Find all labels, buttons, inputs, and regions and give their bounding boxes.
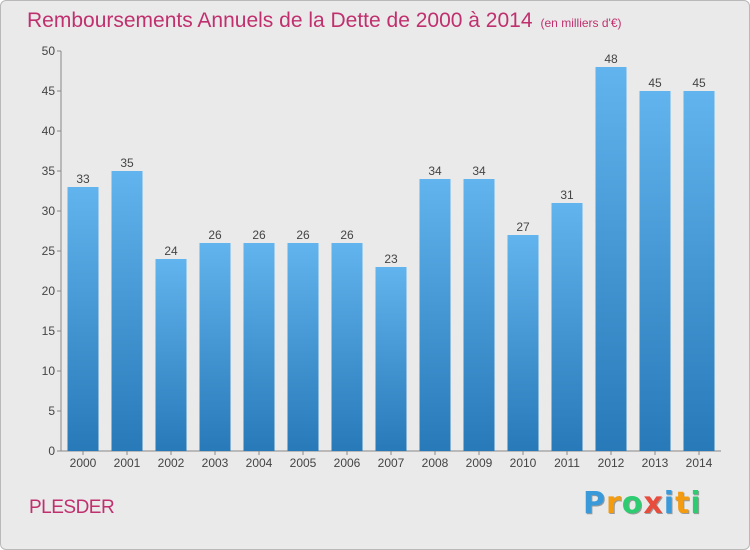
data-label: 33	[76, 172, 90, 186]
data-label: 24	[164, 244, 178, 258]
y-tick-label: 5	[48, 404, 55, 418]
x-tick-label: 2013	[642, 456, 669, 470]
y-tick-label: 15	[42, 324, 56, 338]
bar-2012	[595, 67, 627, 451]
bar-2002	[155, 259, 187, 451]
bar-2001	[111, 171, 143, 451]
x-tick-label: 2010	[510, 456, 537, 470]
data-label: 31	[560, 188, 574, 202]
logo-letter: o	[621, 486, 644, 521]
data-label: 26	[340, 228, 354, 242]
data-label: 26	[208, 228, 222, 242]
bar-2013	[639, 91, 671, 451]
y-tick-label: 10	[42, 364, 56, 378]
y-tick-label: 25	[42, 244, 56, 258]
x-tick-label: 2011	[554, 456, 580, 470]
bar-2014	[683, 91, 715, 451]
bar-2011	[551, 203, 583, 451]
data-label: 45	[692, 76, 706, 90]
data-label: 23	[384, 252, 398, 266]
x-tick-label: 2005	[290, 456, 317, 470]
x-tick-label: 2003	[202, 456, 229, 470]
chart-title-text: Remboursements Annuels de la Dette de 20…	[27, 9, 533, 32]
bar-2000	[67, 187, 99, 451]
data-label: 26	[296, 228, 310, 242]
logo-letter: r	[606, 486, 622, 521]
x-tick-label: 2000	[70, 456, 97, 470]
data-label: 35	[120, 156, 134, 170]
chart-title: Remboursements Annuels de la Dette de 20…	[27, 9, 622, 33]
bar-2008	[419, 179, 451, 451]
y-tick-label: 40	[42, 124, 56, 138]
y-tick-label: 50	[42, 44, 56, 58]
y-tick-label: 35	[42, 164, 56, 178]
proxiti-logo: Proxiti	[583, 486, 702, 521]
town-name: PLESDER	[29, 497, 115, 518]
data-label: 34	[472, 164, 486, 178]
logo-letter: i	[663, 486, 676, 521]
x-tick-label: 2004	[246, 456, 273, 470]
x-tick-label: 2014	[686, 456, 713, 470]
bar-2005	[287, 243, 319, 451]
x-tick-label: 2006	[334, 456, 361, 470]
x-tick-label: 2012	[598, 456, 625, 470]
bar-2004	[243, 243, 275, 451]
x-tick-label: 2002	[158, 456, 185, 470]
value-labels-group: 33 35 24 26 26 26 26 23 34 34 27 31 48 45 45	[76, 52, 706, 266]
x-tick-label: 2008	[422, 456, 449, 470]
data-label: 26	[252, 228, 266, 242]
y-tick-label: 20	[42, 284, 56, 298]
logo-letter: x	[643, 486, 664, 521]
bar-2007	[375, 267, 407, 451]
y-tick-label: 45	[42, 84, 56, 98]
chart-subtitle: (en milliers d'€)	[540, 16, 622, 30]
y-tick-label: 30	[42, 204, 56, 218]
data-label: 48	[604, 52, 618, 66]
logo-letter: P	[583, 486, 606, 521]
bar-2003	[199, 243, 231, 451]
data-label: 34	[428, 164, 442, 178]
bar-2009	[463, 179, 495, 451]
bar-2006	[331, 243, 363, 451]
x-tick-label: 2007	[378, 456, 405, 470]
y-tick-label: 0	[48, 444, 55, 458]
logo-letter: t	[675, 486, 691, 521]
logo-letter: i	[690, 486, 702, 521]
x-tick-label: 2009	[466, 456, 493, 470]
bar-2010	[507, 235, 539, 451]
data-label: 45	[648, 76, 662, 90]
x-tick-label: 2001	[114, 456, 141, 470]
bars-group	[67, 67, 715, 451]
data-label: 27	[516, 220, 530, 234]
